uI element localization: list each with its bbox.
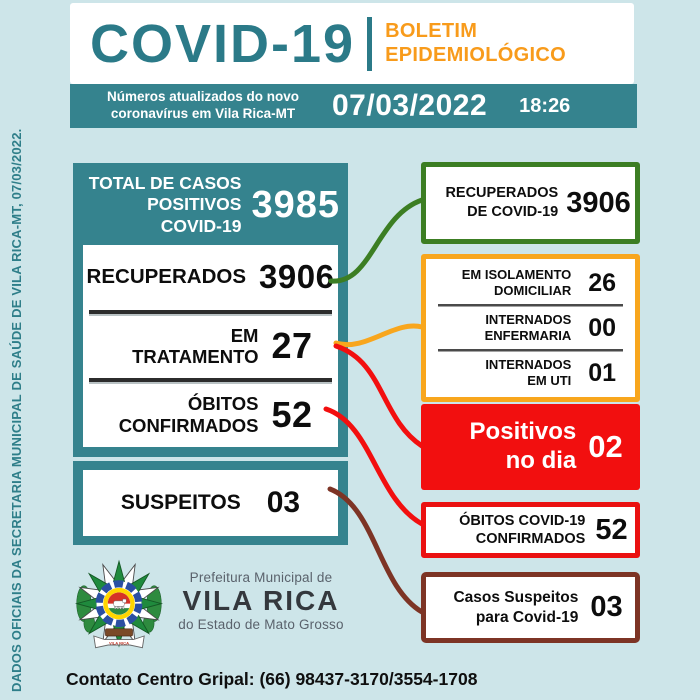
ward-row-label: INTERNADOS ENFERMARIA (434, 312, 572, 344)
icu-row-label: INTERNADOS EM UTI (434, 357, 571, 389)
yellow-ring (103, 587, 135, 620)
ward-label-line1: INTERNADOS (485, 312, 572, 328)
header-subtitle-line1: BOLETIM (385, 19, 478, 42)
header-divider (367, 16, 373, 71)
vila-rica-coat-of-arms-icon: VILA RICA (74, 559, 164, 649)
suspected-cases-value: 03 (590, 591, 623, 623)
cow-figure (113, 598, 127, 610)
isolation-label-line2: DOMICILIAR (493, 283, 572, 298)
recovered-label: RECUPERADOS (86, 265, 247, 289)
deaths-label-line1: ÓBITOS (187, 393, 259, 415)
icu-label-line1: INTERNADOS (485, 357, 572, 373)
suspected-cases-box: Casos Suspeitos para Covid-19 03 (421, 572, 640, 643)
ward-row: INTERNADOS ENFERMARIA 00 (434, 307, 627, 349)
logo-city-name: VILA RICA (182, 585, 340, 616)
in-treatment-label: EM TRATAMENTO (108, 325, 258, 368)
bulletin-date: 07/03/2022 (332, 89, 488, 122)
icu-row: INTERNADOS EM UTI 01 (434, 352, 627, 394)
header-title-box: COVID-19 BOLETIM EPIDEMIOLÓGICO (70, 3, 634, 84)
panel-divider (89, 309, 332, 314)
panel-divider (89, 378, 332, 383)
confirmed-deaths-label: ÓBITOS COVID-19 CONFIRMADOS (433, 512, 585, 548)
date-bar-caption-line2: coronavírus em Vila Rica-MT (110, 106, 296, 121)
banner-text: VILA RICA (109, 641, 129, 646)
deaths-value: 52 (271, 393, 313, 435)
isolation-row-label: EM ISOLAMENTO DOMICILIAR (434, 267, 572, 299)
total-cases-panel: TOTAL DE CASOS POSITIVOS COVID-19 3985 R… (73, 163, 348, 457)
shield-green-base (108, 608, 130, 615)
isolation-label-line1: EM ISOLAMENTO (461, 267, 572, 283)
recovered-row: RECUPERADOS 3906 (83, 245, 338, 310)
total-cases-label-line1: TOTAL DE CASOS (88, 172, 242, 193)
logo-line3: do Estado de Mato Grosso (178, 617, 344, 633)
in-treatment-label-line2: TRATAMENTO (132, 346, 259, 367)
total-cases-value: 3985 (251, 183, 340, 226)
isolation-row-value: 26 (588, 268, 617, 297)
date-bar-caption: Números atualizados do novo coronavírus … (94, 89, 312, 123)
positives-today-label-line2: no dia (505, 447, 577, 474)
logo-line1: Prefeitura Municipal de (189, 570, 333, 585)
logo-text-block: Prefeitura Municipal de VILA RICA do Est… (172, 570, 350, 632)
in-treatment-value: 27 (271, 325, 313, 366)
positives-today-label: Positivos no dia (438, 418, 577, 476)
positives-today-box: Positivos no dia 02 (421, 404, 640, 490)
connector-red-positives (333, 343, 425, 449)
suspects-value: 03 (266, 486, 301, 519)
isolation-box: EM ISOLAMENTO DOMICILIAR 26 INTERNADOS E… (421, 254, 640, 402)
suspects-panel: SUSPEITOS 03 (73, 461, 348, 545)
confirmed-deaths-label-line1: ÓBITOS COVID-19 (459, 512, 586, 529)
recovered-box-value: 3906 (566, 186, 631, 219)
total-cases-label-line2: POSITIVOS (147, 194, 242, 215)
recovered-box-label-line1: RECUPERADOS (445, 185, 559, 202)
date-bar-caption-line1: Números atualizados do novo (106, 89, 300, 105)
total-cases-label-line3: COVID-19 (160, 215, 242, 236)
header-subtitle: BOLETIM EPIDEMIOLÓGICO (385, 20, 566, 67)
suspects-label: SUSPEITOS (120, 491, 241, 514)
deaths-row: ÓBITOS CONFIRMADOS 52 (83, 382, 338, 447)
recovered-box: RECUPERADOS DE COVID-19 3906 (421, 162, 640, 244)
deaths-label-line2: CONFIRMADOS (118, 414, 259, 436)
orange-box-divider (438, 349, 623, 352)
in-treatment-label-line1: EM (230, 324, 259, 346)
recovered-box-label: RECUPERADOS DE COVID-19 (430, 184, 558, 222)
confirmed-deaths-label-line2: CONFIRMADOS (475, 531, 586, 547)
suspects-row: SUSPEITOS 03 (83, 470, 338, 536)
deaths-label: ÓBITOS CONFIRMADOS (108, 393, 259, 436)
banner-ribbon (93, 635, 145, 649)
date-bar: Números atualizados do novo coronavírus … (70, 84, 637, 128)
icu-label-line2: EM UTI (527, 373, 572, 388)
orange-box-divider (438, 304, 623, 307)
total-cases-header: TOTAL DE CASOS POSITIVOS COVID-19 3985 (73, 163, 348, 245)
banner-bar (105, 628, 133, 637)
connector-orange (333, 323, 425, 347)
total-cases-label: TOTAL DE CASOS POSITIVOS COVID-19 (73, 172, 242, 237)
header-subtitle-line2: EPIDEMIOLÓGICO (385, 43, 566, 66)
ward-row-value: 00 (588, 313, 617, 342)
suspected-cases-label-line2: para Covid-19 (475, 608, 579, 626)
recovered-value: 3906 (259, 258, 335, 296)
confirmed-deaths-box: ÓBITOS COVID-19 CONFIRMADOS 52 (421, 502, 640, 558)
suspected-cases-label: Casos Suspeitos para Covid-19 (438, 588, 578, 627)
contact-line: Contato Centro Gripal: (66) 98437-3170/3… (66, 669, 478, 689)
positives-today-label-line1: Positivos (469, 418, 577, 446)
in-treatment-row: EM TRATAMENTO 27 (83, 314, 338, 379)
suspected-cases-label-line1: Casos Suspeitos (453, 589, 579, 607)
ward-label-line2: ENFERMARIA (484, 328, 572, 343)
stats-panel: RECUPERADOS 3906 EM TRATAMENTO 27 ÓBITOS… (83, 245, 338, 447)
bulletin-time: 18:26 (519, 94, 571, 117)
isolation-row: EM ISOLAMENTO DOMICILIAR 26 (434, 262, 627, 304)
recovered-box-label-line2: DE COVID-19 (467, 204, 559, 220)
positives-today-value: 02 (588, 429, 623, 464)
icu-row-value: 01 (588, 358, 617, 387)
sidebar-vertical-text: DADOS OFICIAIS DA SECRETARIA MUNICIPAL D… (9, 128, 24, 692)
confirmed-deaths-value: 52 (595, 513, 628, 546)
page-title: COVID-19 (90, 13, 356, 74)
